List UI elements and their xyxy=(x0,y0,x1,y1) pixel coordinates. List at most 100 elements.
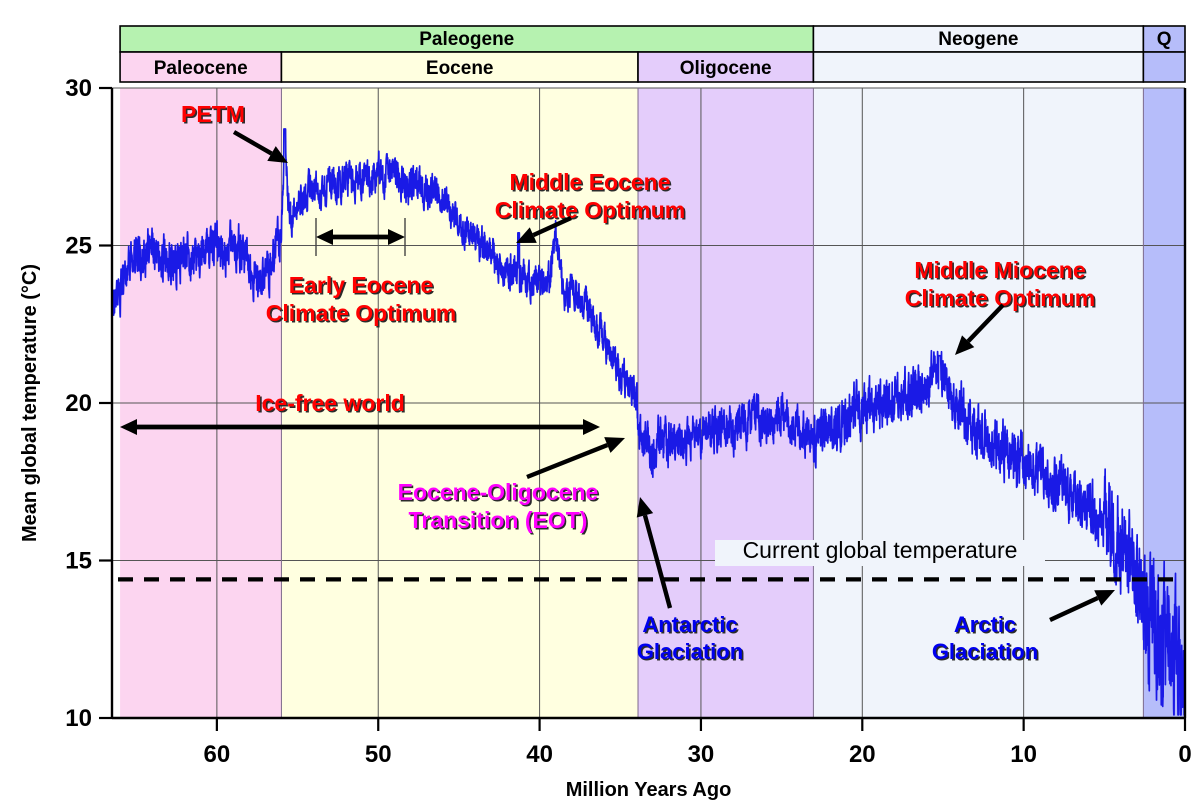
current-temperature-text: Current global temperature xyxy=(743,537,1018,563)
axis-labels: Million Years Ago Mean global temperature… xyxy=(19,264,731,800)
period-cell-neogene: Neogene xyxy=(812,25,1145,53)
annotation-eocene-oligocene-transition: Eocene-OligoceneEocene-OligoceneTransiti… xyxy=(398,479,600,535)
y-tick-label: 20 xyxy=(65,390,92,417)
period-label: Q xyxy=(1157,29,1172,50)
period-cell-q: Q xyxy=(1142,25,1186,53)
arrow-shaft xyxy=(532,215,572,238)
temperature-series-line xyxy=(111,128,1186,716)
epoch-label: Paleocene xyxy=(154,58,248,79)
epoch-cell-bg xyxy=(637,51,815,83)
annotation-text: Glaciation xyxy=(637,639,743,664)
annotation-text-shadow: Eocene-Oligocene xyxy=(399,481,600,507)
annotation-text-shadow: Early Eocene xyxy=(290,274,434,300)
x-tick-label: 40 xyxy=(526,741,553,768)
double-arrow-early-eocene xyxy=(316,229,405,245)
annotation-text: Climate Optimum xyxy=(266,300,456,326)
annotation-text: Glaciation xyxy=(932,639,1038,664)
arrow-shaft xyxy=(642,514,673,609)
annotation-text: Ice-free world xyxy=(255,390,405,416)
double-arrow-head-right xyxy=(388,229,405,245)
epoch-cell-bg xyxy=(280,51,639,83)
annotation-text: Early Eocene xyxy=(289,272,433,298)
period-cell-paleogene: Paleogene xyxy=(119,25,815,53)
double-arrow-head-left xyxy=(316,229,333,245)
annotation-text-shadow: Middle Miocene xyxy=(916,259,1087,285)
x-tick-label: 0 xyxy=(1178,741,1191,768)
annotation-text-shadow: PETM xyxy=(183,103,247,129)
axes: 30 25 20 15 10 60 50 40 30 20 10 0 xyxy=(65,75,1191,768)
annotation-text-shadow: Climate Optimum xyxy=(267,302,457,328)
annotation-text: Arctic xyxy=(954,612,1016,637)
annotation-text-shadow: Arctic xyxy=(955,614,1017,639)
x-tick-label: 30 xyxy=(688,741,715,768)
annotation-text-shadow: Climate Optimum xyxy=(496,199,686,225)
annotation-text-shadow: Transition (EOT) xyxy=(410,509,589,535)
arrow-antarctic-glaciation xyxy=(636,497,673,609)
annotation-text: Eocene-Oligocene xyxy=(398,479,599,505)
arrow-head xyxy=(636,497,654,518)
period-label: Paleogene xyxy=(419,29,514,50)
y-axis-title: Mean global temperature (°C) xyxy=(19,264,41,542)
x-tick-label: 50 xyxy=(365,741,392,768)
arrow-head xyxy=(1094,590,1115,606)
annotation-text-shadow: Glaciation xyxy=(638,641,744,666)
x-axis-title: Million Years Ago xyxy=(566,779,732,800)
annotation-text-shadow: Antarctic xyxy=(644,614,739,639)
arrow-shaft xyxy=(1049,595,1099,622)
y-tick-label: 15 xyxy=(65,548,92,575)
arrow-head xyxy=(267,146,288,163)
annotation-text-shadow: Middle Eocene xyxy=(511,171,672,197)
y-tick-label: 25 xyxy=(65,233,92,260)
epoch-cell-blank xyxy=(1142,51,1186,83)
annotation-text: Middle Miocene xyxy=(914,257,1085,283)
arrow-middle-miocene-climate-optimum xyxy=(955,303,1005,355)
annotation-text: Climate Optimum xyxy=(495,197,685,223)
epoch-label: Oligocene xyxy=(680,58,772,79)
epoch-cell-bg xyxy=(812,51,1145,83)
double-arrow-head-right xyxy=(583,419,600,435)
arrow-eocene-oligocene-transition xyxy=(526,437,625,480)
current-global-temperature-label: Current global temperature xyxy=(743,537,1018,563)
current-temperature-label-backdrop xyxy=(715,540,1045,566)
annotation-text: Antarctic xyxy=(642,612,737,637)
x-tick-label: 10 xyxy=(1010,741,1037,768)
annotation-text: Middle Eocene xyxy=(509,169,670,195)
epoch-cell-bg xyxy=(119,51,283,83)
period-cell-bg xyxy=(119,25,815,53)
double-arrow-ice-free-world xyxy=(120,419,600,435)
period-label: Neogene xyxy=(938,29,1018,50)
epoch-label: Eocene xyxy=(426,58,494,79)
annotation-text-shadow: Glaciation xyxy=(933,641,1039,666)
arrow-head xyxy=(955,335,975,355)
epoch-cell-eocene: Eocene xyxy=(280,51,639,83)
arrow-arctic-glaciation xyxy=(1049,590,1115,622)
y-tick-label: 30 xyxy=(65,75,92,102)
arrow-middle-eocene-climate-optimum xyxy=(516,215,572,243)
arrow-shaft xyxy=(526,442,609,480)
arrow-head xyxy=(604,437,625,453)
y-tick-label: 10 xyxy=(65,705,92,732)
period-cell-bg xyxy=(812,25,1145,53)
annotation-text: PETM xyxy=(181,101,245,127)
epoch-cell-bg xyxy=(1142,51,1186,83)
epoch-cell-oligocene: Oligocene xyxy=(637,51,815,83)
arrow-petm xyxy=(232,130,288,163)
x-tick-label: 20 xyxy=(849,741,876,768)
temperature-curve xyxy=(111,128,1186,716)
arrow-head xyxy=(516,227,537,243)
geologic-timescale-header: Paleogene Neogene Q Paleocene Eocene Oligocen… xyxy=(119,25,1186,83)
arrow-shaft xyxy=(966,303,1005,343)
epoch-cell-paleocene: Paleocene xyxy=(119,51,283,83)
annotation-text: Transition (EOT) xyxy=(409,507,588,533)
arrow-shaft xyxy=(232,130,273,156)
